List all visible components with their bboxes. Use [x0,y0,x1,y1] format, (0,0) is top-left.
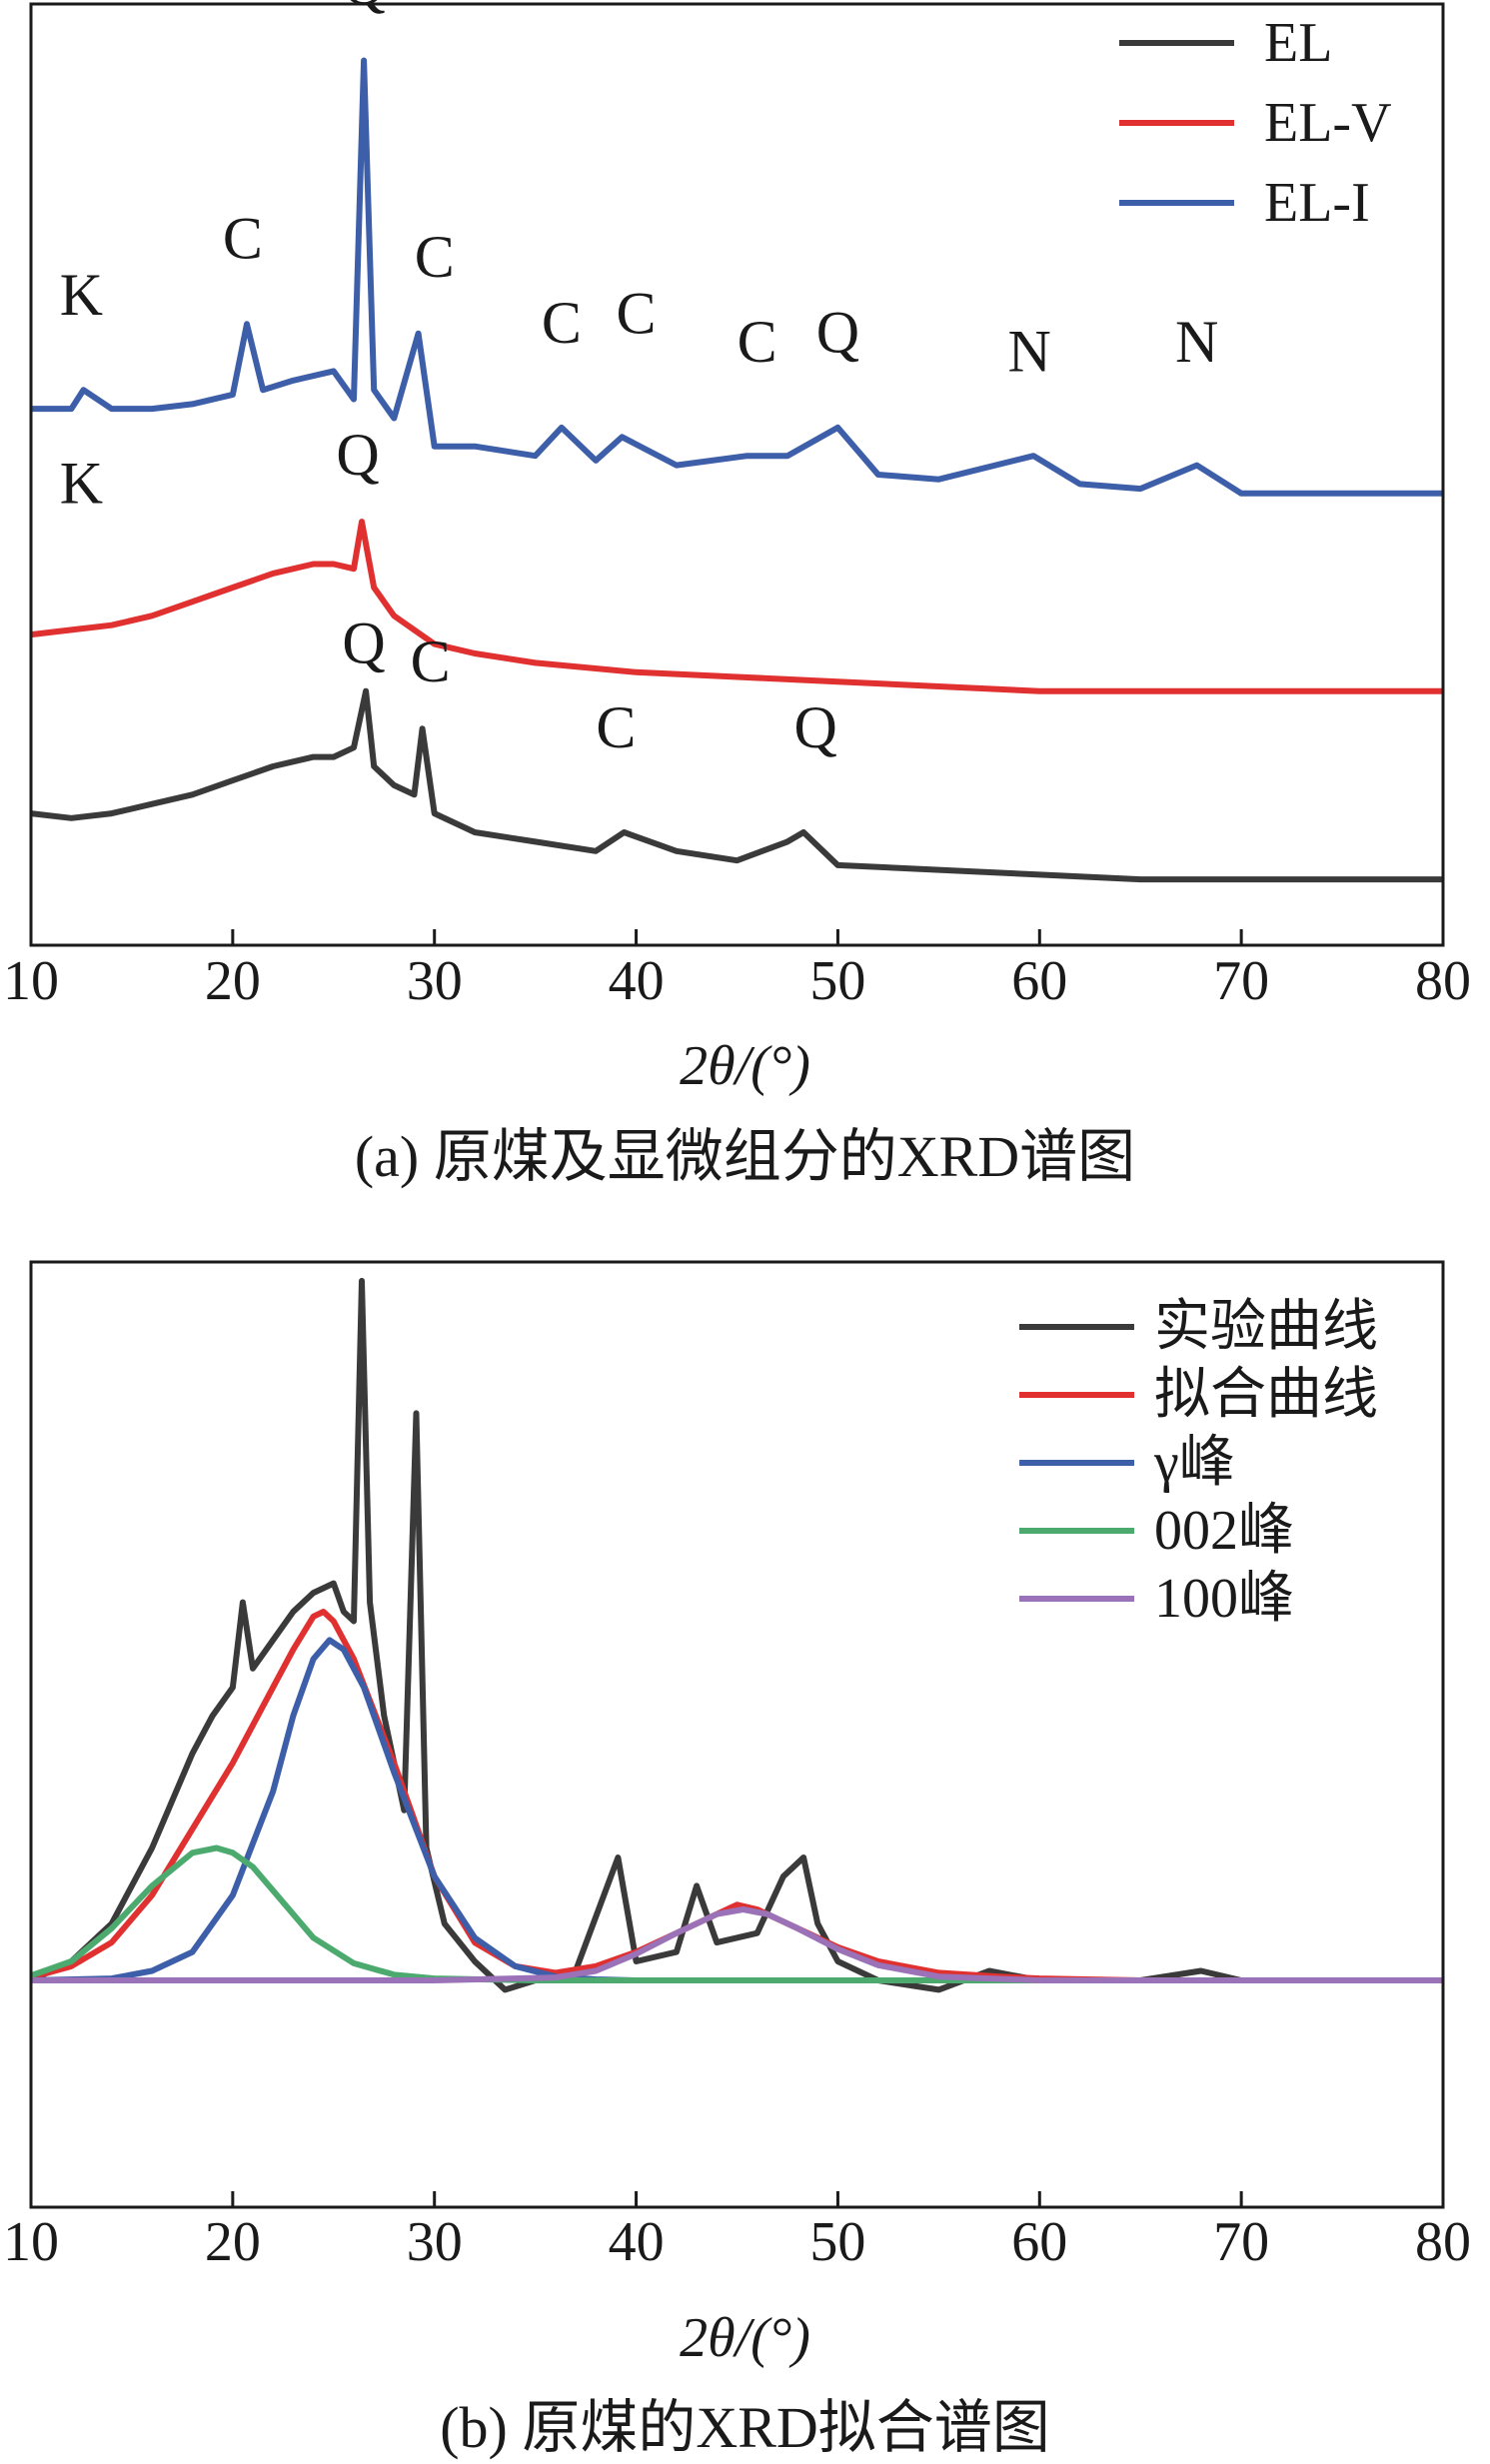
peak-annotation: N [1008,318,1051,384]
x-tick-label: 40 [609,2211,665,2273]
peak-annotation: C [617,281,657,347]
peak-annotation: N [1175,309,1218,375]
x-tick-label: 70 [1213,2211,1269,2273]
legend-label: 拟合曲线 [1154,1364,1378,1426]
x-axis-label-a: 2θ/(°) [680,1035,810,1097]
series-line-b-2 [30,1637,1443,1983]
legend-label: EL-V [1264,92,1392,154]
x-tick-label: 10 [3,2211,59,2273]
x-tick-label: 80 [1415,950,1471,1012]
peak-annotation: C [411,628,451,694]
peak-annotation: C [542,290,582,356]
peak-annotation: Q [816,300,859,366]
x-tick-label: 30 [407,2211,463,2273]
x-tick-label: 20 [205,2211,261,2273]
series-line-b-3 [30,1845,1443,1983]
panel-b: 10 20 30 40 50 60 70 80 实验曲线 拟合曲线 γ峰 002峰 100峰 2θ/(°… [0,1239,1490,2460]
x-tick-label: 60 [1011,2211,1067,2273]
peak-annotation: Q [342,610,385,675]
peak-annotation: K [60,262,103,328]
peak-annotation: C [415,224,455,290]
series-line-a-1 [30,519,1443,694]
peak-annotation: K [60,450,103,516]
peak-annotation: C [596,694,636,760]
series-line-a-2 [31,57,1443,497]
legend-label: EL [1264,12,1332,74]
x-tick-label: 80 [1415,2211,1471,2273]
x-tick-label: 30 [407,950,463,1012]
legend-label: EL-I [1264,172,1370,234]
legend-label: 100峰 [1154,1568,1294,1630]
x-tick-label: 40 [609,950,665,1012]
legend-label: 实验曲线 [1154,1296,1378,1358]
caption-b: (b) 原煤的XRD拟合谱图 [440,2395,1050,2460]
plot-frame [29,2,1445,947]
x-tick-label: 50 [809,950,865,1012]
series-line-a-0 [30,687,1443,883]
peak-annotation: C [223,205,263,271]
chart-a: 1020304050607080QKCCCCCQNNKQQCCQELEL-VEL… [3,0,1471,1012]
x-tick-label: 70 [1213,950,1269,1012]
legend-label: γ峰 [1153,1432,1235,1494]
peak-annotation: C [738,309,777,375]
peak-annotation: Q [342,0,385,17]
x-axis-label-b: 2θ/(°) [680,2307,810,2369]
legend-label: 002峰 [1154,1500,1294,1562]
caption-a: (a) 原煤及显微组分的XRD谱图 [354,1124,1136,1189]
plot-frame [29,1260,1445,2209]
x-tick-label: 20 [205,950,261,1012]
series-line-b-4 [31,1906,1443,1983]
x-tick-label: 60 [1011,950,1067,1012]
x-tick-label: 50 [809,2211,865,2273]
panel-a: 1020304050607080QKCCCCCQNNKQQCCQELEL-VEL… [0,0,1490,1199]
peak-annotation: Q [794,694,837,760]
series-line-b-1 [30,1609,1443,1983]
peak-annotation: Q [336,422,379,488]
x-tick-label: 10 [3,950,59,1012]
